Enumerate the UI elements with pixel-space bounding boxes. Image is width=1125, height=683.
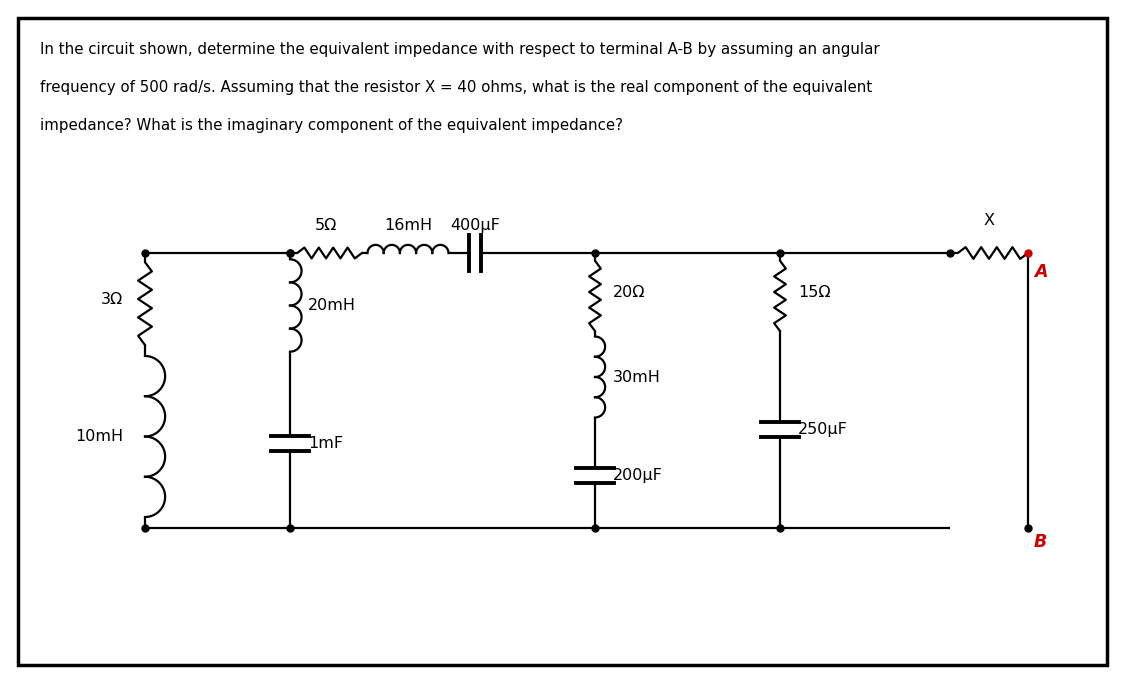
Text: 16mH: 16mH: [384, 218, 432, 233]
Text: 400μF: 400μF: [450, 218, 500, 233]
Text: A: A: [1034, 263, 1047, 281]
Text: B: B: [1034, 533, 1047, 551]
Text: 30mH: 30mH: [613, 370, 660, 385]
Text: frequency of 500 rad/s. Assuming that the resistor X = 40 ohms, what is the real: frequency of 500 rad/s. Assuming that th…: [40, 80, 872, 95]
Text: In the circuit shown, determine the equivalent impedance with respect to termina: In the circuit shown, determine the equi…: [40, 42, 880, 57]
Text: X: X: [983, 213, 994, 228]
Text: 20mH: 20mH: [308, 298, 356, 313]
Text: 250μF: 250μF: [798, 422, 848, 437]
Text: 5Ω: 5Ω: [315, 218, 338, 233]
Text: 20Ω: 20Ω: [613, 285, 646, 300]
Text: 1mF: 1mF: [308, 436, 343, 451]
Text: 3Ω: 3Ω: [101, 292, 123, 307]
Text: 200μF: 200μF: [613, 468, 663, 483]
Text: impedance? What is the imaginary component of the equivalent impedance?: impedance? What is the imaginary compone…: [40, 118, 623, 133]
Text: 15Ω: 15Ω: [798, 285, 830, 300]
Text: 10mH: 10mH: [75, 429, 123, 444]
